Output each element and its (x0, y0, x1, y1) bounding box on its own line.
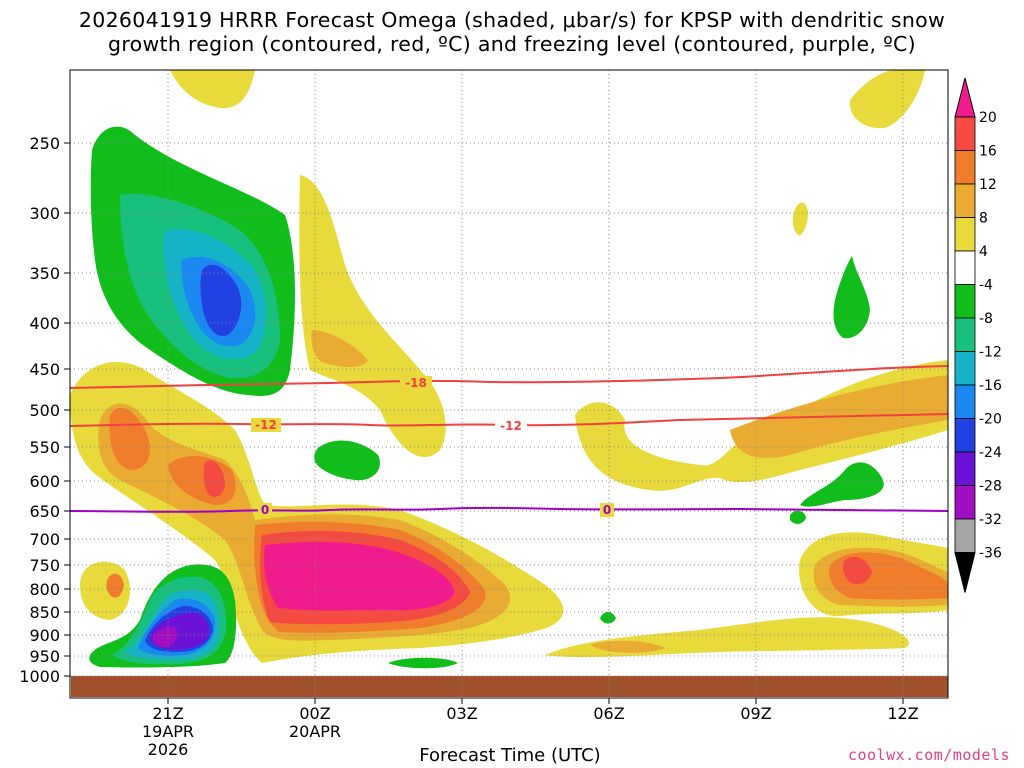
colorbar-swatch (954, 485, 976, 520)
omega-area-negative-4 (833, 256, 870, 339)
y-tick-label: 500 (29, 401, 60, 420)
colorbar-bottom-triangle (954, 552, 976, 593)
omega-area-positive-12 (106, 573, 124, 598)
colorbar-label: 16 (979, 144, 997, 160)
y-tick-label: 550 (29, 438, 60, 457)
colorbar-label: -20 (979, 412, 1002, 428)
x-tick-label: 03Z (446, 704, 477, 723)
colorbar-label: -16 (979, 378, 1002, 394)
colorbar-swatch (954, 351, 976, 386)
colorbar-swatch (954, 284, 976, 319)
x-tick-label: 00Z (299, 704, 330, 723)
omega-area-positive-4 (545, 617, 909, 658)
colorbar-swatch (954, 451, 976, 486)
colorbar-label: 4 (979, 244, 988, 260)
y-tick-label: 350 (29, 264, 60, 283)
omega-area-positive-4 (170, 70, 255, 109)
omega-area-positive-16 (842, 556, 872, 585)
x-tick-date: 19APR (142, 722, 194, 741)
omega-area-positive-8 (311, 330, 368, 367)
colorbar-swatch (954, 518, 976, 553)
y-tick-label: 650 (29, 502, 60, 521)
colorbar-label: 8 (979, 211, 988, 227)
y-tick-label: 400 (29, 314, 60, 333)
freezing-level-contour (69, 506, 949, 513)
colorbar-swatch (954, 183, 976, 218)
x-tick-label: 09Z (740, 704, 771, 723)
x-tick-date: 20APR (289, 722, 341, 741)
colorbar-label: -32 (979, 512, 1002, 528)
contour-label-minus12: -12 (255, 418, 277, 432)
plot-frame (69, 69, 949, 699)
colorbar-top-triangle (954, 77, 976, 118)
colorbar-label: 12 (979, 177, 997, 193)
contour-label-minus12: -12 (500, 419, 522, 433)
y-tick-label: 300 (29, 204, 60, 223)
omega-area-negative-28 (152, 626, 178, 648)
colorbar-swatch (954, 116, 976, 151)
x-axis-title: Forecast Time (UTC) (419, 745, 601, 766)
omega-area-positive-20 (264, 541, 455, 611)
x-tick-label: 21Z (152, 704, 183, 723)
x-tick-label: 12Z (887, 704, 918, 723)
y-tick-label: 800 (29, 580, 60, 599)
contour-lines (69, 365, 949, 513)
omega-area-negative-20 (200, 264, 242, 336)
colorbar-swatch (954, 418, 976, 453)
omega-area-positive-12 (109, 407, 150, 470)
colorbar-swatch (954, 384, 976, 419)
grid-lines (70, 70, 948, 698)
y-tick-label: 950 (29, 647, 60, 666)
y-tick-label: 750 (29, 556, 60, 575)
colorbar: 20 16 12 8 4 -4 -8 -12 -16 -20 -24 -28 -32 -36 (954, 77, 1002, 593)
y-tick-label: 1000 (19, 667, 60, 686)
dgz-contour-minus18 (69, 365, 949, 389)
colorbar-swatch (954, 250, 976, 285)
omega-area-positive-4 (792, 202, 808, 236)
chart-title-line-2: growth region (contoured, red, ºC) and f… (108, 32, 916, 56)
colorbar-label: -28 (979, 479, 1002, 495)
omega-area-negative-4 (388, 657, 458, 669)
colorbar-swatch (954, 317, 976, 352)
chart-title-line-1: 2026041919 HRRR Forecast Omega (shaded, … (78, 8, 946, 32)
colorbar-swatch (954, 150, 976, 185)
y-tick-label: 700 (29, 530, 60, 549)
y-tick-label: 900 (29, 626, 60, 645)
credit-link[interactable]: coolwx.com/models (847, 746, 1010, 764)
colorbar-label: 20 (979, 110, 997, 126)
contour-label-freezing: 0 (261, 503, 269, 517)
x-tick-label: 06Z (593, 704, 624, 723)
omega-area-negative-4 (600, 612, 616, 624)
colorbar-label: -12 (979, 345, 1002, 361)
omega-area-negative-4 (314, 440, 380, 481)
omega-area-positive-4 (299, 175, 446, 458)
colorbar-label: -4 (979, 278, 993, 294)
y-tick-label: 250 (29, 134, 60, 153)
omega-area-positive-4 (849, 70, 925, 129)
x-tick-year: 2026 (148, 740, 189, 759)
colorbar-label: -36 (979, 546, 1002, 562)
dgz-contour-minus12 (69, 413, 949, 427)
colorbar-label: -24 (979, 445, 1002, 461)
omega-shading (70, 70, 948, 669)
omega-area-negative-4 (790, 510, 806, 524)
contour-labels: -18 -12 -12 0 0 (251, 376, 614, 517)
y-tick-label: 450 (29, 360, 60, 379)
contour-label-freezing: 0 (603, 503, 611, 517)
omega-area-negative-4 (800, 462, 884, 507)
omega-area-positive-16 (203, 460, 225, 497)
y-axis: 250 300 350 400 450 500 550 600 650 700 750 800 850 9… (19, 134, 70, 686)
colorbar-swatch (954, 217, 976, 252)
omega-area-positive-8 (590, 640, 665, 653)
y-tick-label: 850 (29, 603, 60, 622)
colorbar-label: -8 (979, 311, 993, 327)
terrain-fill (71, 676, 948, 697)
y-tick-label: 600 (29, 472, 60, 491)
contour-label-minus18: -18 (405, 376, 427, 390)
